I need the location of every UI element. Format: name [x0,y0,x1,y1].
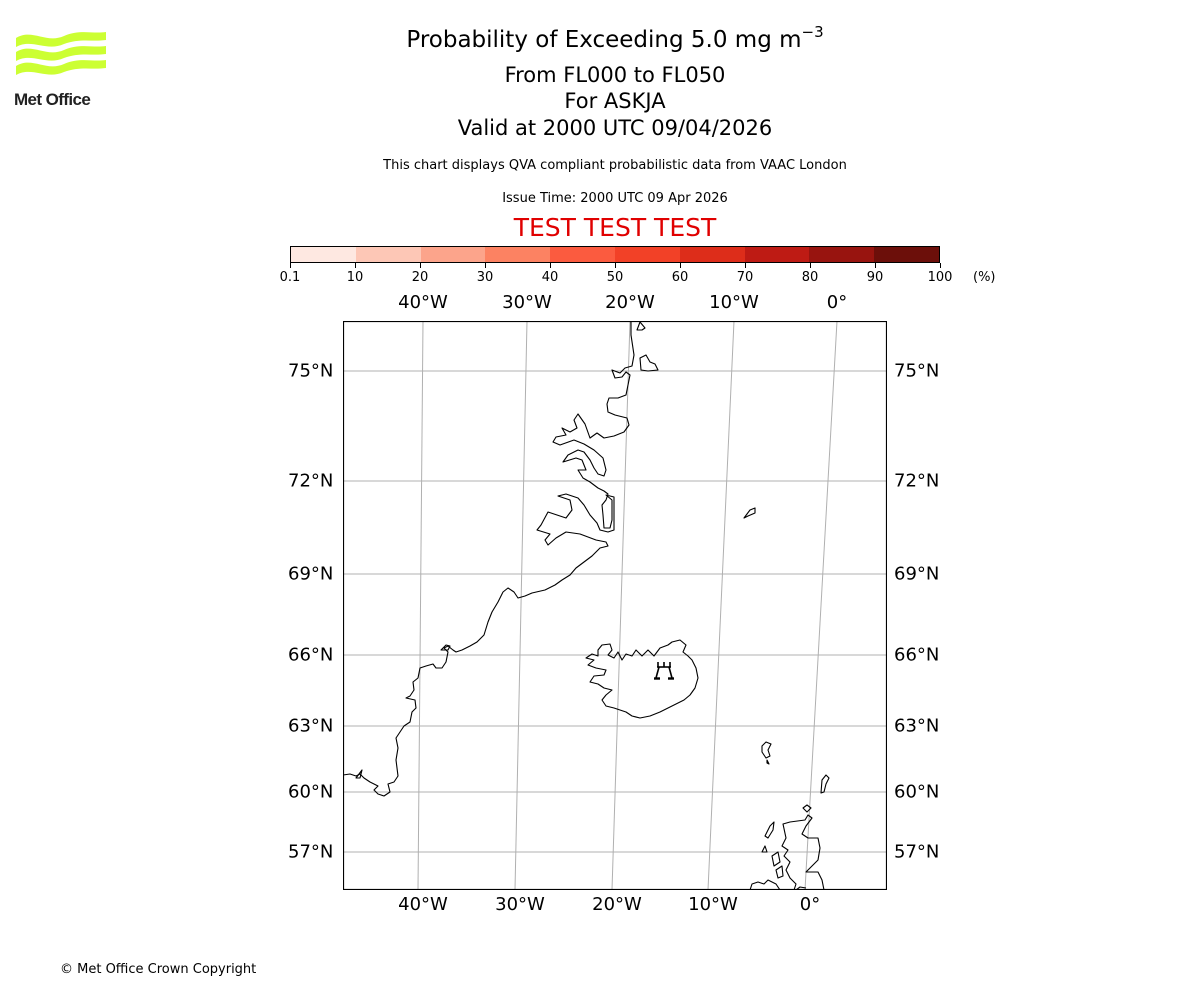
probability-colorbar [290,246,940,263]
scotland-coast [781,814,825,891]
longitude-label: 40°W [398,292,448,313]
longitude-label: 10°W [688,894,738,915]
colorbar-tick-mark [940,263,941,268]
coastlines [342,321,830,891]
iceland-coast [585,639,699,719]
colorbar-segment [550,247,615,262]
colorbar-tick-label: 0.1 [279,270,301,285]
colorbar-tick-mark [420,263,421,268]
met-office-waves-icon [16,32,106,75]
colorbar-tick-label: 90 [866,270,884,285]
colorbar-segment [809,247,875,262]
colorbar-segment [291,247,356,262]
colorbar-tick-mark [680,263,681,268]
latitude-label: 60°N [894,781,940,803]
chart-description: This chart displays QVA compliant probab… [383,158,847,173]
greenland-coast [342,321,635,797]
latitude-label: 72°N [894,470,940,492]
latitude-label: 63°N [288,715,334,737]
latitude-label: 72°N [288,470,334,492]
latitude-label: 63°N [894,715,940,737]
latitude-label: 69°N [894,563,940,585]
latitude-label: 69°N [288,563,334,585]
latitude-label: 75°N [894,360,940,382]
colorbar-tick-mark [745,263,746,268]
colorbar-segment [485,247,551,262]
longitude-label: 0° [826,292,848,313]
jan-mayen-coast [743,507,756,519]
colorbar-tick-mark [550,263,551,268]
chart-title: Probability of Exceeding 5.0 mg m−3 [0,23,1200,53]
map-frame [342,320,888,891]
longitude-label: 0° [799,894,821,915]
colorbar-segment [420,247,486,262]
colorbar-segment [679,247,745,262]
longitude-label: 30°W [502,292,552,313]
title-text: Probability of Exceeding 5.0 mg m [406,27,802,53]
colorbar-tick-label: 60 [671,270,689,285]
latitude-label: 57°N [894,841,940,863]
met-office-logo-text: Met Office [14,90,91,109]
colorbar-tick-label: 20 [411,270,429,285]
colorbar-tick-label: 100 [927,270,953,285]
colorbar-tick-label: 10 [346,270,364,285]
flight-level-range: From FL000 to FL050 [504,63,726,87]
volcano-icon [654,662,674,680]
colorbar-tick-mark [355,263,356,268]
colorbar-segment [614,247,680,262]
colorbar-segment [744,247,810,262]
map-canvas [342,320,888,891]
copyright-notice: © Met Office Crown Copyright [60,962,257,977]
issue-time: Issue Time: 2000 UTC 09 Apr 2026 [502,191,728,206]
colorbar-tick-mark [875,263,876,268]
longitude-label: 20°W [605,292,655,313]
colorbar-tick-label: 80 [801,270,819,285]
longitude-label: 40°W [398,894,448,915]
latitude-label: 66°N [288,644,334,666]
colorbar-tick-mark [615,263,616,268]
longitude-label: 10°W [709,292,759,313]
met-office-logo: Met Office [14,30,108,112]
colorbar-tick-label: 30 [476,270,494,285]
colorbar-tick-mark [290,263,291,268]
latitude-label: 57°N [288,841,334,863]
longitude-label: 20°W [592,894,642,915]
title-superscript: −3 [801,23,824,41]
colorbar-unit: (%) [973,270,996,285]
colorbar-tick-label: 70 [736,270,754,285]
shetland-coast [820,774,830,794]
graticule [343,320,887,891]
colorbar-tick-label: 40 [541,270,559,285]
colorbar-tick-mark [485,263,486,268]
faroe-coast [761,741,772,759]
valid-time: Valid at 2000 UTC 09/04/2026 [457,116,773,140]
colorbar-tick-label: 50 [606,270,624,285]
colorbar-segment [355,247,421,262]
volcano-name: For ASKJA [564,89,666,113]
colorbar-segment [874,247,939,262]
latitude-label: 66°N [894,644,940,666]
map-panel [342,320,888,891]
latitude-label: 75°N [288,360,334,382]
colorbar-tick-mark [810,263,811,268]
test-banner: TEST TEST TEST [513,213,717,242]
latitude-label: 60°N [288,781,334,803]
longitude-label: 30°W [495,894,545,915]
